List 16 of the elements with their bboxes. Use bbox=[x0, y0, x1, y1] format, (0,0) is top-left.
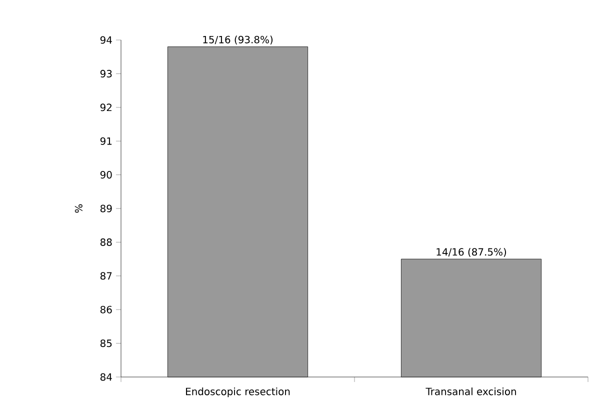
data-label: 14/16 (87.5%) bbox=[436, 248, 506, 257]
y-tick-label: 92 bbox=[100, 104, 112, 112]
y-tick-label: 91 bbox=[100, 137, 112, 145]
x-tick-label: Endoscopic resection bbox=[186, 388, 290, 398]
y-tick-label: 87 bbox=[100, 272, 112, 280]
y-tick-label: 89 bbox=[100, 204, 112, 212]
y-tick-label: 84 bbox=[100, 373, 112, 381]
y-tick-label: 85 bbox=[100, 340, 112, 348]
y-tick-label: 90 bbox=[100, 171, 112, 179]
y-tick-label: 86 bbox=[100, 306, 112, 314]
y-tick-label: 94 bbox=[100, 36, 112, 44]
y-tick-label: 93 bbox=[100, 70, 112, 78]
y-tick-label: 88 bbox=[100, 238, 112, 246]
data-label: 15/16 (93.8%) bbox=[203, 36, 273, 45]
y-axis-title: % bbox=[74, 204, 82, 213]
x-tick-label: Transanal excision bbox=[426, 388, 516, 396]
